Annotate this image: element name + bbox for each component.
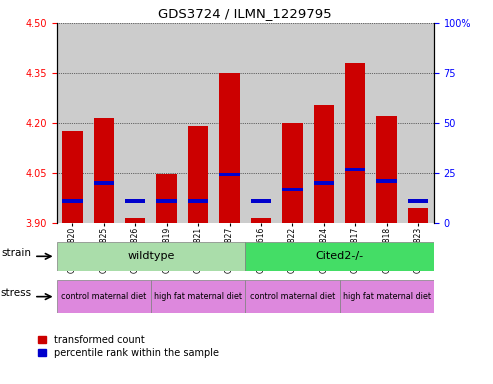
Bar bbox=[188, 199, 209, 203]
Bar bbox=[188, 126, 209, 223]
Bar bbox=[88, 23, 119, 223]
Bar bbox=[314, 181, 334, 185]
Bar bbox=[245, 23, 277, 223]
Bar bbox=[182, 23, 214, 223]
Bar bbox=[340, 23, 371, 223]
Bar bbox=[125, 199, 145, 203]
Bar bbox=[345, 63, 365, 223]
Bar bbox=[245, 280, 340, 313]
Bar bbox=[377, 179, 397, 183]
Bar bbox=[119, 23, 151, 223]
Text: high fat maternal diet: high fat maternal diet bbox=[154, 292, 242, 301]
Text: stress: stress bbox=[0, 288, 31, 298]
Text: Cited2-/-: Cited2-/- bbox=[316, 251, 364, 262]
Bar bbox=[408, 208, 428, 223]
Bar bbox=[340, 280, 434, 313]
Bar bbox=[277, 23, 308, 223]
Text: control maternal diet: control maternal diet bbox=[61, 292, 146, 301]
Bar bbox=[151, 23, 182, 223]
Bar bbox=[402, 23, 434, 223]
Bar bbox=[371, 23, 402, 223]
Bar bbox=[345, 168, 365, 171]
Bar bbox=[219, 73, 240, 223]
Bar bbox=[151, 280, 245, 313]
Bar bbox=[408, 199, 428, 203]
Bar bbox=[282, 188, 303, 191]
Bar bbox=[156, 199, 177, 203]
Bar bbox=[219, 173, 240, 176]
Text: control maternal diet: control maternal diet bbox=[250, 292, 335, 301]
Bar bbox=[57, 242, 245, 271]
Bar bbox=[251, 218, 271, 223]
Text: wildtype: wildtype bbox=[127, 251, 175, 262]
Legend: transformed count, percentile rank within the sample: transformed count, percentile rank withi… bbox=[38, 335, 219, 358]
Bar bbox=[57, 23, 88, 223]
Bar bbox=[214, 23, 246, 223]
Bar bbox=[125, 218, 145, 223]
Bar bbox=[251, 199, 271, 203]
Bar bbox=[377, 116, 397, 223]
Bar bbox=[62, 131, 83, 223]
Bar bbox=[156, 174, 177, 223]
Bar bbox=[62, 199, 83, 203]
Bar bbox=[314, 104, 334, 223]
Bar bbox=[94, 118, 114, 223]
Title: GDS3724 / ILMN_1229795: GDS3724 / ILMN_1229795 bbox=[158, 7, 332, 20]
Bar bbox=[245, 242, 434, 271]
Bar bbox=[57, 280, 151, 313]
Bar bbox=[94, 181, 114, 185]
Text: strain: strain bbox=[1, 248, 31, 258]
Bar bbox=[282, 123, 303, 223]
Bar bbox=[308, 23, 340, 223]
Text: high fat maternal diet: high fat maternal diet bbox=[343, 292, 431, 301]
